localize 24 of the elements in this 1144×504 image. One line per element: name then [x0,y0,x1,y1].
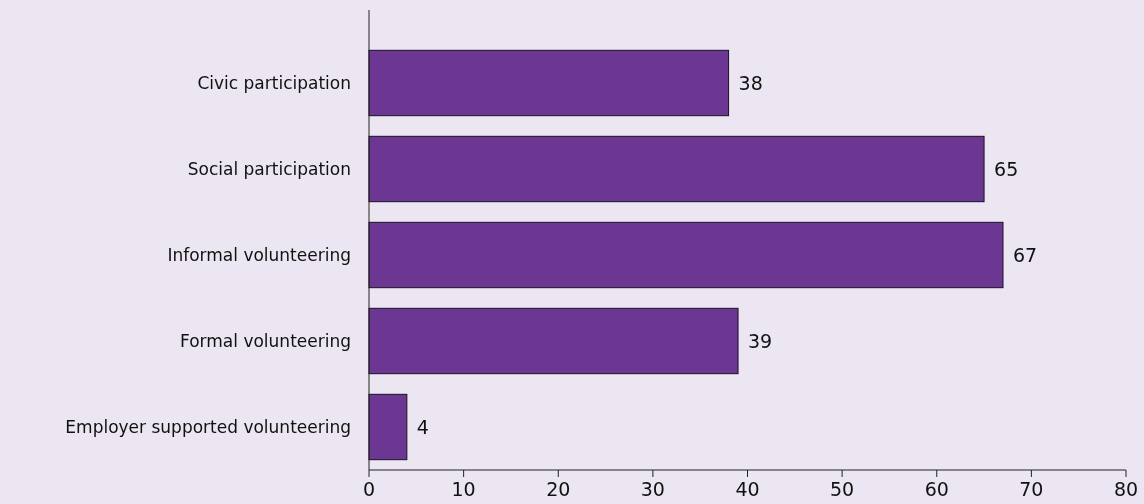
bar [368,307,739,375]
data-label: 4 [416,415,429,438]
x-tick-label: 0 [362,478,376,500]
data-label: 38 [738,71,763,94]
bar [368,393,408,461]
bar [368,221,1004,289]
data-label: 65 [994,157,1019,180]
bar [368,49,730,117]
data-label: 39 [748,329,773,352]
y-tick-label: Civic participation [197,72,351,93]
y-tick-label: Informal volunteering [167,244,351,265]
bar [368,135,985,203]
x-tick-label: 70 [1019,478,1044,500]
x-tick-label: 20 [546,478,571,500]
x-tick-label: 80 [1113,478,1139,500]
x-tick-label: 40 [735,478,760,500]
y-tick-label: Formal volunteering [180,330,351,351]
y-tick-label: Social participation [187,158,351,179]
x-tick-label: 10 [451,478,476,500]
data-label: 67 [1012,243,1038,266]
x-tick-label: 50 [830,478,855,500]
x-tick-label: 60 [924,478,949,500]
y-tick-label: Employer supported volunteering [65,416,351,437]
x-tick-label: 30 [640,478,665,500]
